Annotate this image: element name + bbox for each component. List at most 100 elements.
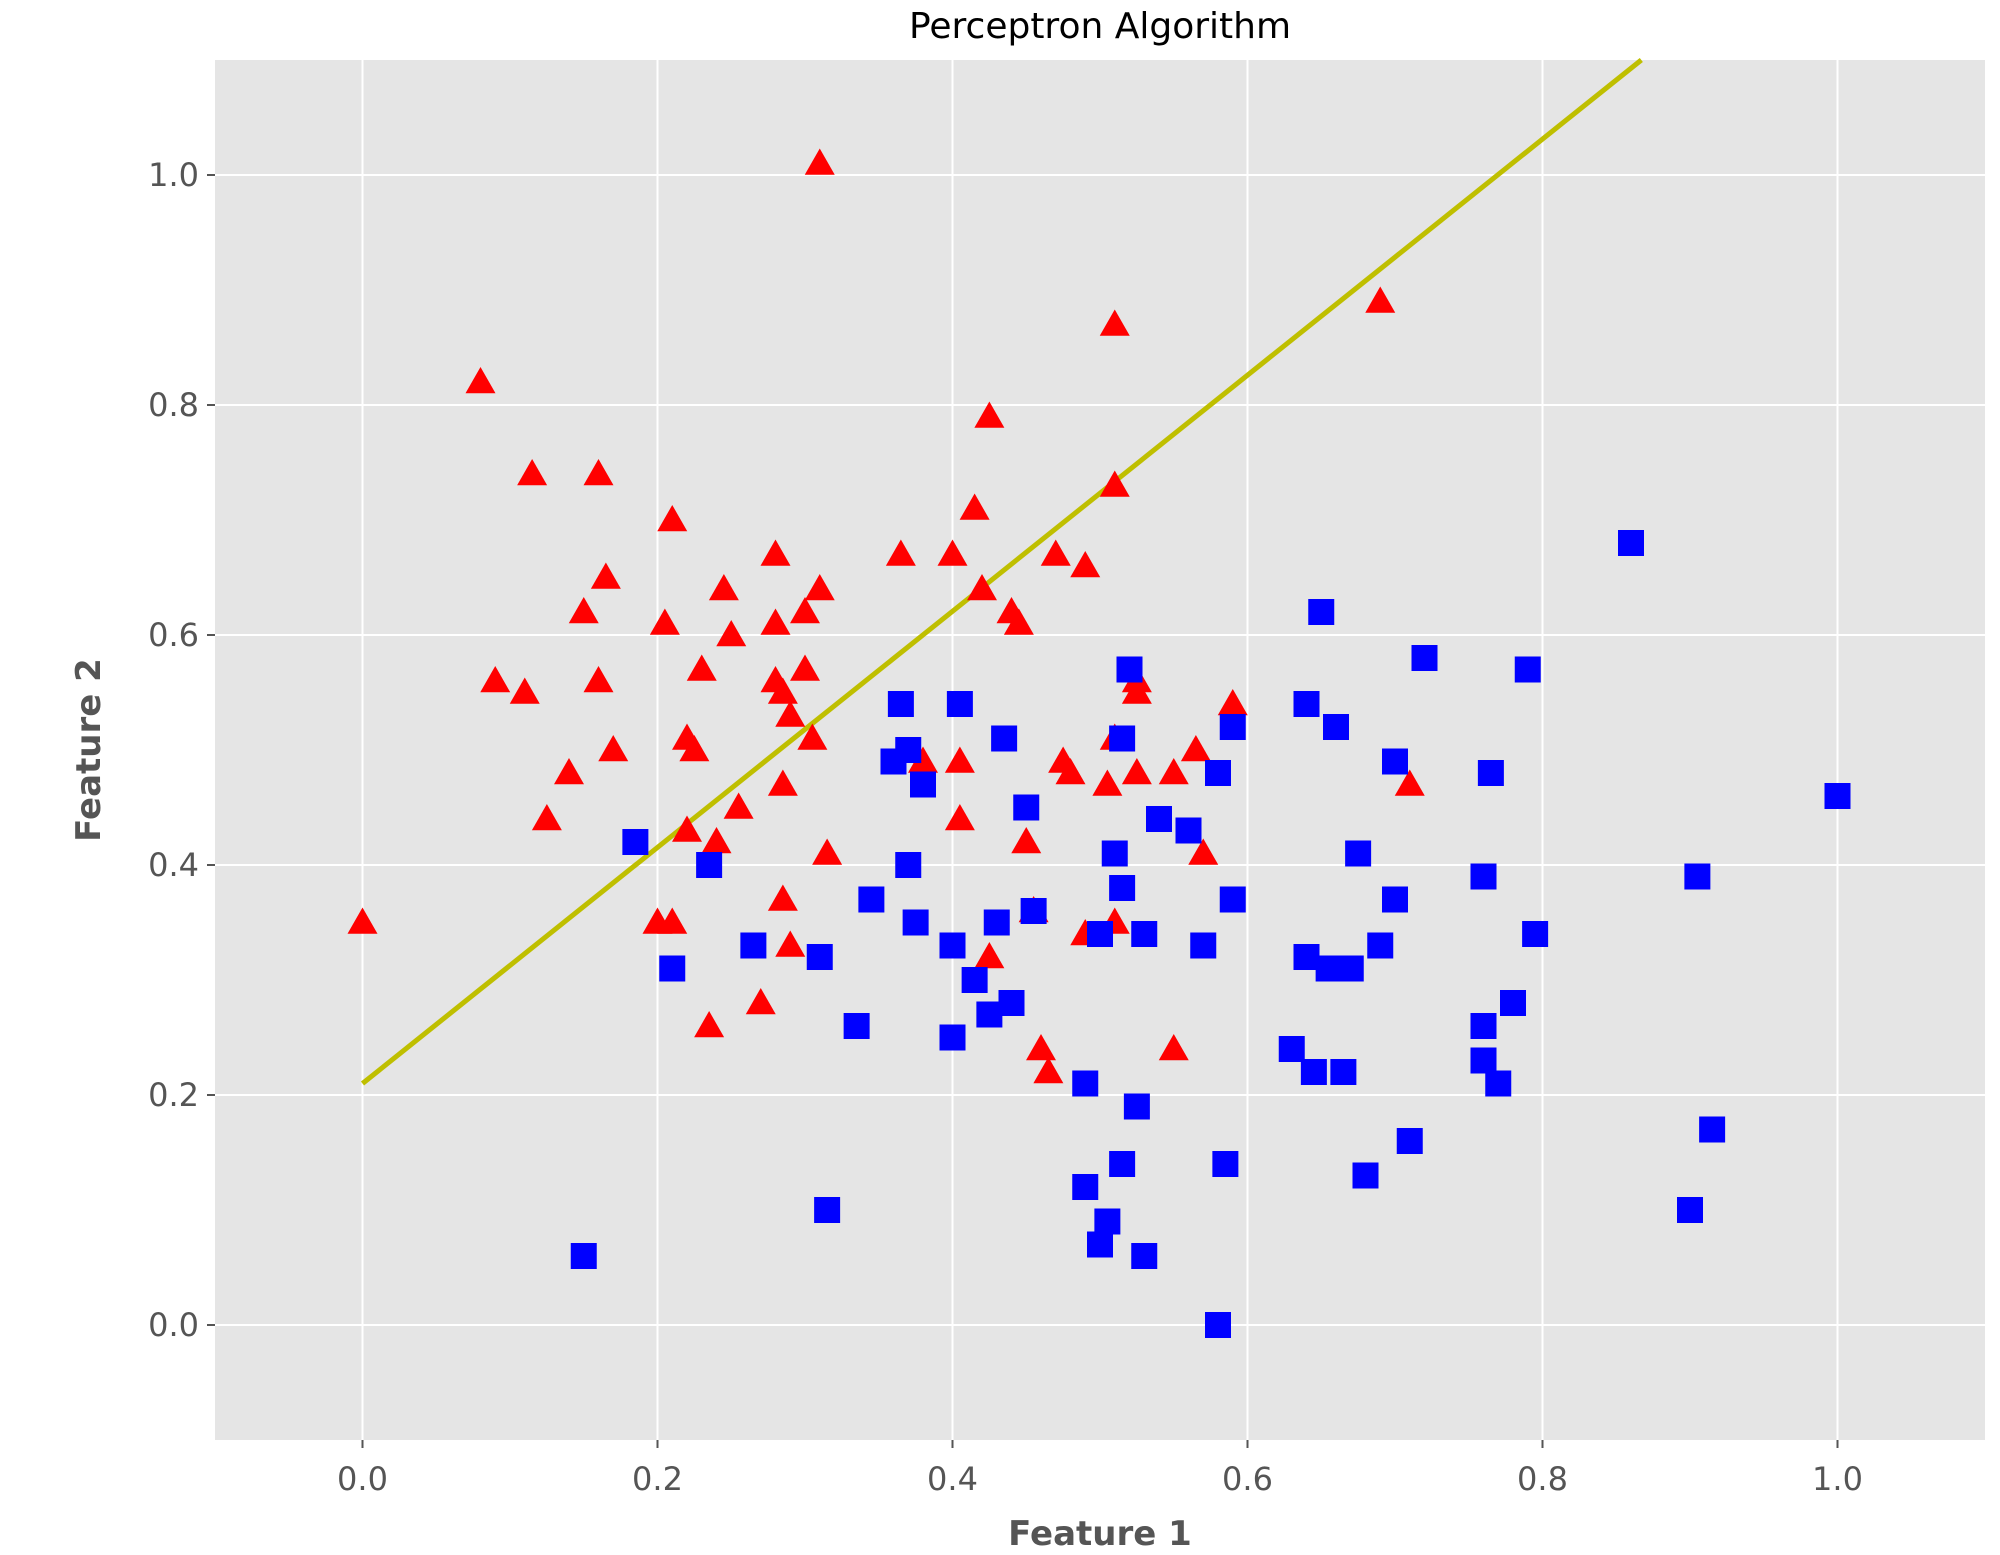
x-tick-label: 0.2: [632, 1460, 683, 1498]
triangle-point: [716, 620, 747, 647]
square-point: [1219, 714, 1246, 740]
square-point: [946, 691, 973, 717]
square-point: [1485, 1070, 1512, 1097]
square-point: [939, 932, 966, 959]
triangle-point: [804, 574, 835, 601]
square-point: [895, 852, 922, 878]
triangle-point: [885, 539, 916, 566]
square-point: [1212, 1151, 1239, 1177]
triangle-point: [723, 792, 754, 819]
triangle-point: [767, 769, 798, 796]
square-point: [1522, 921, 1549, 947]
triangle-point: [598, 735, 629, 762]
square-point: [1477, 760, 1504, 786]
square-point: [1382, 748, 1408, 775]
square-point: [1367, 932, 1394, 959]
y-tick-label: 0.4: [148, 846, 199, 884]
square-point: [1293, 944, 1320, 970]
decision-boundary-line: [360, 58, 1643, 1086]
triangle-point: [583, 459, 614, 486]
triangle-point: [1121, 677, 1152, 704]
triangle-point: [590, 562, 621, 589]
square-point: [843, 1013, 870, 1039]
grid-lines: [215, 60, 1985, 1440]
square-point: [998, 990, 1025, 1016]
triangle-point: [1092, 769, 1123, 796]
triangle-point: [745, 988, 776, 1015]
triangle-point: [1040, 539, 1071, 566]
square-point: [1411, 645, 1438, 671]
square-point: [1315, 955, 1342, 982]
square-point: [1146, 806, 1172, 832]
x-tick-label: 1.0: [1812, 1460, 1863, 1498]
square-point: [1345, 840, 1372, 867]
square-point: [1677, 1197, 1703, 1223]
triangle-point: [967, 574, 997, 601]
triangle-point: [517, 459, 548, 486]
square-point: [1072, 1174, 1099, 1200]
square-point: [976, 1001, 1003, 1028]
triangle-point: [568, 597, 599, 624]
square-point: [961, 967, 988, 993]
triangle-point: [701, 827, 732, 854]
triangle-point: [1394, 769, 1425, 796]
square-point: [696, 852, 723, 878]
square-point: [1470, 1013, 1497, 1039]
triangle-point: [1099, 470, 1130, 497]
triangle-point: [531, 804, 562, 831]
square-point: [1300, 1059, 1327, 1085]
square-point: [1131, 921, 1158, 947]
square-point: [1094, 1208, 1121, 1235]
triangle-point: [959, 493, 990, 520]
triangle-point: [775, 700, 806, 727]
triangle-point: [694, 1011, 725, 1038]
triangle-point: [1011, 827, 1042, 854]
square-point: [910, 771, 936, 798]
triangle-point: [908, 746, 938, 773]
x-tick-label: 0.4: [927, 1460, 978, 1498]
triangle-point: [1055, 758, 1086, 785]
triangle-point: [480, 666, 511, 693]
triangle-point: [1217, 689, 1248, 716]
square-point: [1500, 990, 1526, 1016]
square-point: [895, 737, 922, 763]
square-point: [858, 886, 885, 913]
square-point: [983, 909, 1010, 936]
triangle-point: [1033, 1057, 1064, 1084]
square-point: [1087, 921, 1113, 947]
triangle-point: [1070, 551, 1101, 578]
decision-boundary-group: [360, 58, 1643, 1086]
triangle-point: [1099, 309, 1130, 336]
triangle-point: [944, 746, 975, 773]
square-point: [1470, 1047, 1497, 1074]
square-point: [1109, 1151, 1136, 1177]
triangle-point: [686, 654, 717, 681]
square-point: [1116, 656, 1143, 683]
triangle-point: [1158, 1034, 1189, 1061]
square-point: [1131, 1243, 1158, 1269]
square-point: [814, 1197, 841, 1223]
chart-title: Perceptron Algorithm: [909, 6, 1291, 47]
triangle-point: [347, 907, 378, 934]
square-point: [1175, 817, 1202, 844]
triangle-point: [1026, 1034, 1056, 1061]
triangle-point: [767, 884, 798, 911]
triangle-point: [944, 804, 975, 831]
square-point: [1323, 714, 1349, 740]
axis-ticks: 0.0 0.2 0.4 0.6 0.8 1.0 0.0 0.2 0.4 0.6 0.8 1.0: [148, 156, 1863, 1498]
triangle-point: [767, 677, 798, 704]
triangle-point: [649, 608, 680, 635]
square-point: [1330, 1059, 1357, 1085]
square-point: [1219, 886, 1246, 913]
square-point: [991, 725, 1018, 752]
triangle-point: [1158, 758, 1189, 785]
square-point: [939, 1024, 966, 1051]
square-point: [887, 691, 914, 717]
square-point: [740, 932, 767, 959]
y-tick-label: 1.0: [148, 156, 199, 194]
triangle-point: [937, 539, 968, 566]
square-point: [1618, 530, 1644, 556]
square-point: [1101, 840, 1128, 867]
x-tick-label: 0.8: [1517, 1460, 1568, 1498]
